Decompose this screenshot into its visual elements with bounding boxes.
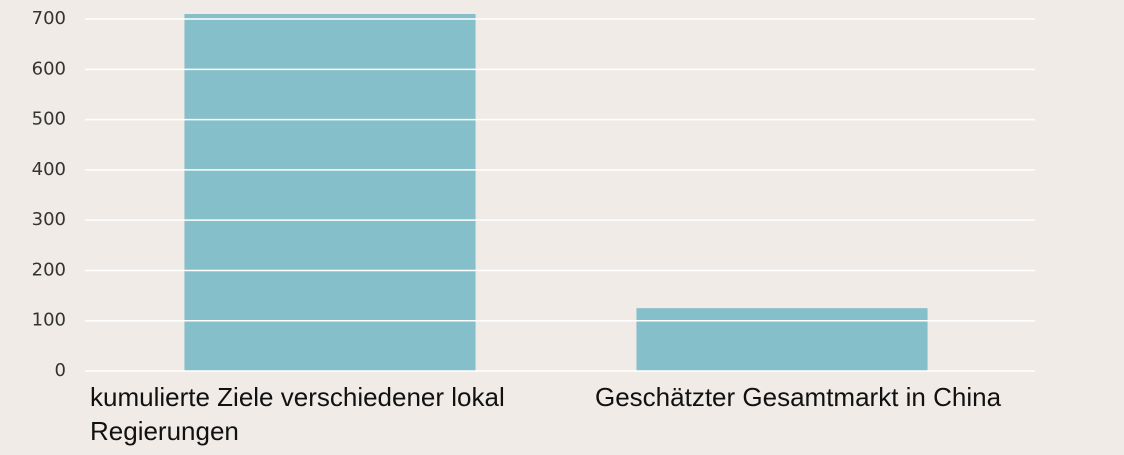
y-tick-label: 500 xyxy=(32,109,66,130)
x-tick-label: kumulierte Ziele verschiedener lokal Reg… xyxy=(90,382,505,446)
bar xyxy=(184,14,476,372)
bar xyxy=(636,308,928,371)
y-tick-label: 300 xyxy=(32,209,66,230)
y-tick-label: 600 xyxy=(32,58,66,79)
y-tick-label: 200 xyxy=(32,259,66,280)
y-tick-label: 400 xyxy=(32,159,66,180)
x-tick-label: Geschätzter Gesamtmarkt in China xyxy=(595,382,1002,412)
y-tick-label: 700 xyxy=(32,8,66,29)
y-tick-label: 100 xyxy=(32,310,66,331)
y-tick-label: 0 xyxy=(55,360,66,381)
